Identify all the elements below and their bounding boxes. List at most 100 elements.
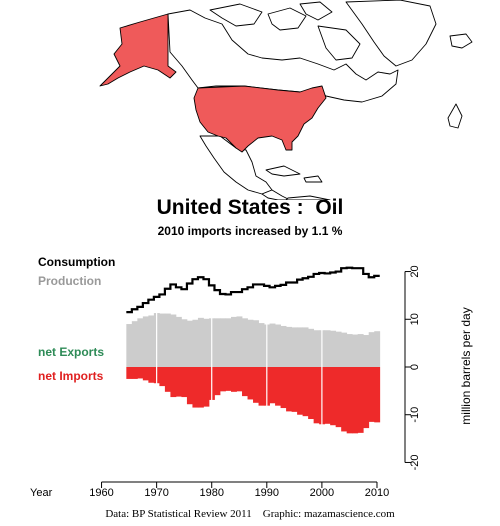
net-imports-bar	[253, 367, 259, 403]
x-tick-label: 2010	[365, 487, 389, 499]
net-imports-bar	[164, 367, 171, 392]
x-tick-label: 1970	[144, 487, 168, 499]
net-imports-bar	[186, 367, 193, 405]
production-bar	[131, 321, 138, 367]
chart-title: United States : Oil	[156, 196, 344, 219]
net-imports-bar	[214, 367, 221, 396]
production-bar	[148, 315, 155, 367]
production-bar	[280, 325, 287, 367]
net-imports-bar	[341, 367, 348, 432]
net-imports-bar	[335, 367, 342, 428]
net-imports-bar	[225, 367, 232, 391]
production-bar	[242, 318, 248, 367]
production-bar	[142, 316, 149, 367]
net-imports-bar	[131, 367, 138, 379]
net-imports-bar	[170, 367, 177, 398]
y-tick-label: 20	[409, 265, 421, 277]
chart-subtitle: 2010 imports increased by 1.1 %	[157, 224, 343, 238]
net-imports-bar	[286, 367, 292, 412]
production-bar	[308, 328, 315, 367]
net-imports-bar	[247, 367, 254, 400]
y-axis-label: million barrels per day	[459, 307, 473, 424]
net-imports-bar	[352, 367, 359, 434]
source-credit: Data: BP Statistical Review 2011 Graphic…	[105, 508, 395, 520]
y-tick-label: -20	[409, 455, 421, 471]
net-imports-bar	[197, 367, 204, 408]
y-tick-label: 10	[409, 313, 421, 325]
x-tick-label: 1990	[255, 487, 279, 499]
net-imports-bar	[148, 367, 155, 383]
alaska-shape	[99, 13, 177, 87]
production-bar	[269, 323, 276, 367]
production-bar	[197, 317, 204, 367]
net-imports-bar	[280, 367, 287, 409]
arctic-island	[299, 1, 333, 21]
production-bar	[236, 316, 243, 367]
net-imports-bar	[126, 367, 133, 379]
net-imports-bar	[175, 367, 182, 397]
cuba-shape	[265, 165, 301, 177]
x-tick-label: 1980	[199, 487, 223, 499]
production-bar	[231, 316, 237, 367]
production-bar	[363, 335, 370, 367]
net-imports-bar	[357, 367, 364, 433]
net-imports-bar	[137, 367, 144, 379]
plot-lines	[126, 266, 380, 314]
net-imports-bar	[363, 367, 370, 429]
production-bar	[192, 319, 199, 367]
net-imports-bar	[374, 367, 381, 423]
legend-consumption: Consumption	[38, 255, 115, 269]
net-imports-bar	[192, 367, 199, 408]
production-bar	[219, 318, 226, 367]
x-tick-label: 2000	[310, 487, 334, 499]
net-imports-bar	[330, 367, 337, 426]
production-bar	[374, 331, 381, 367]
uk-shape	[447, 103, 463, 129]
net-imports-bar	[203, 367, 210, 407]
hispaniola-shape	[303, 175, 323, 183]
iceland-shape	[449, 33, 473, 49]
x-tick-label: 1960	[89, 487, 113, 499]
y-tick-label: 0	[409, 364, 421, 370]
consumption-line	[126, 266, 380, 314]
production-bar	[346, 334, 353, 367]
baffin-island	[317, 25, 361, 61]
production-bar	[341, 332, 348, 367]
production-bar	[203, 318, 210, 367]
production-bar	[297, 327, 304, 367]
production-bar	[286, 326, 292, 367]
production-bar	[181, 319, 188, 367]
north-america-map	[99, 0, 473, 200]
canada-shape	[167, 9, 399, 103]
central-america-shape	[261, 189, 291, 200]
production-bar	[164, 313, 171, 367]
production-bar	[186, 320, 193, 367]
production-bar	[324, 330, 331, 367]
net-imports-bar	[302, 367, 309, 417]
net-imports-bar	[231, 367, 237, 392]
production-bar	[214, 318, 221, 367]
net-imports-bar	[346, 367, 353, 434]
labels: Consumption Production net Exports net I…	[30, 255, 473, 499]
net-imports-bar	[275, 367, 281, 406]
net-imports-bar	[308, 367, 315, 420]
net-imports-bar	[219, 367, 226, 392]
production-bar	[313, 330, 320, 367]
x-axis-label: Year	[30, 487, 53, 499]
net-imports-bar	[313, 367, 320, 424]
contiguous-us-shape	[193, 85, 327, 153]
y-tick-label: -10	[409, 407, 421, 423]
net-imports-bar	[181, 367, 188, 398]
net-imports-bar	[258, 367, 265, 406]
production-bar	[159, 313, 166, 367]
plot-areas	[126, 262, 381, 472]
production-bar	[368, 332, 375, 367]
production-bar	[352, 334, 359, 367]
production-bar	[170, 314, 177, 367]
arctic-island	[267, 7, 307, 31]
net-imports-bar	[242, 367, 248, 397]
production-bar	[330, 330, 337, 367]
production-bar	[137, 318, 144, 367]
